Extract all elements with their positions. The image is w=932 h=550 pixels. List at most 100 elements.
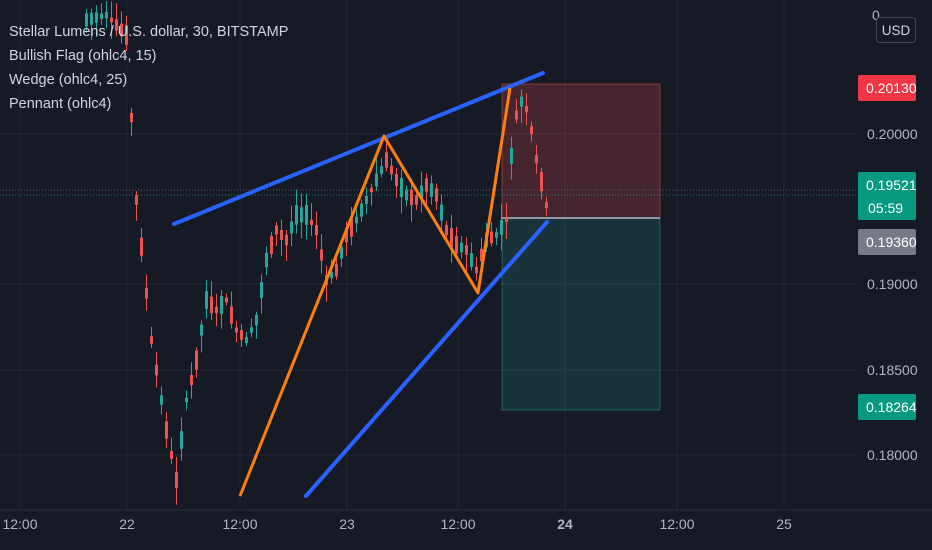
candle-body (135, 195, 138, 205)
candle-body (175, 471, 178, 489)
candle-body (425, 178, 428, 192)
candle-body (530, 126, 533, 134)
candle-body (315, 224, 318, 236)
candle-body (340, 246, 343, 259)
indicator-wedge[interactable]: Wedge (ohlc4, 25) (9, 72, 128, 88)
candle-body (410, 189, 413, 206)
candle-body (545, 201, 548, 209)
price-tick-label: 0.19000 (867, 276, 918, 292)
candle-body (270, 235, 273, 255)
candle-body (520, 96, 523, 107)
candle-body (500, 220, 503, 235)
candle-body (290, 221, 293, 234)
candle-body (450, 228, 453, 247)
candle-body (480, 248, 483, 262)
candle-body (85, 13, 88, 27)
candle-body (245, 336, 248, 344)
candle-body (210, 296, 213, 314)
candle-body (360, 203, 363, 217)
candle-body (540, 172, 543, 192)
candle-body (305, 205, 308, 225)
candle-body (350, 218, 353, 237)
candle-body (280, 229, 283, 241)
candle-body (265, 252, 268, 268)
candle-body (180, 431, 183, 449)
currency-button[interactable]: USD (876, 17, 916, 43)
candle-body (255, 314, 258, 326)
candle-body (510, 147, 513, 164)
indicator-pennant[interactable]: Pennant (ohlc4) (9, 96, 112, 112)
candle-body (145, 288, 148, 299)
candle-body (195, 350, 198, 370)
price-tick-label: 0.18000 (867, 447, 918, 463)
candle-body (385, 152, 388, 168)
candle-body (95, 12, 98, 23)
legend: Stellar Lumens / U.S. dollar, 30, BITSTA… (9, 20, 288, 116)
candle-body (295, 205, 298, 225)
candle-body (470, 253, 473, 267)
candle-body (100, 13, 103, 19)
price-tag-box (858, 172, 916, 220)
candle-body (115, 19, 118, 31)
grid (0, 0, 858, 510)
candle-body (455, 236, 458, 254)
candle-body (200, 324, 203, 336)
candle-body (435, 188, 438, 202)
candle-body (235, 327, 238, 333)
candle-body (370, 187, 373, 193)
wedge-lower-line (304, 220, 549, 498)
candle-body (220, 296, 223, 314)
candle-body (430, 183, 433, 197)
time-tick-label: 12:00 (2, 516, 37, 532)
candle-body (310, 219, 313, 226)
candle-body (160, 395, 163, 405)
candles (85, 0, 548, 505)
candle-body (165, 421, 168, 439)
price-tag-label: 0.19521 (866, 177, 917, 193)
price-tag-countdown: 05:59 (868, 200, 903, 216)
candle-body (375, 173, 378, 187)
time-tick-label: 12:00 (440, 516, 475, 532)
candle-body (190, 374, 193, 386)
pattern-lines (172, 71, 549, 498)
candle-body (110, 17, 113, 23)
candle-body (260, 282, 263, 298)
candle-body (140, 237, 143, 256)
candle-body (465, 245, 468, 255)
candle-body (445, 224, 448, 236)
candle-body (155, 364, 158, 376)
candle-body (275, 225, 278, 235)
candle-body (515, 110, 518, 120)
candle-body (185, 397, 188, 403)
candle-body (420, 185, 423, 200)
price-tag-box (858, 229, 916, 255)
price-axis[interactable]: 0 0.20000 0.19000 0.18500 0.18000 (867, 7, 918, 463)
candle-body (495, 232, 498, 238)
candle-body (90, 12, 93, 25)
time-tick-label: 24 (557, 516, 573, 532)
time-tick-label: 23 (339, 516, 355, 532)
candle-body (330, 271, 333, 279)
price-tick-label: 0.18500 (867, 362, 918, 378)
price-tag-box (858, 394, 916, 420)
price-tag-box (858, 75, 916, 101)
candle-body (400, 177, 403, 198)
time-axis[interactable]: 12:00 22 12:00 23 12:00 24 12:00 25 (0, 509, 932, 532)
indicator-bullish-flag[interactable]: Bullish Flag (ohlc4, 15) (9, 48, 157, 64)
candle-body (380, 166, 383, 174)
candle-body (230, 306, 233, 324)
candle-body (205, 291, 208, 309)
candle-body (415, 195, 418, 205)
price-tick-label-top: 0 (872, 7, 880, 23)
chart-title[interactable]: Stellar Lumens / U.S. dollar, 30, BITSTA… (9, 24, 289, 40)
candle-body (170, 451, 173, 459)
time-tick-label: 22 (119, 516, 135, 532)
candle-body (225, 297, 228, 303)
candle-body (460, 242, 463, 253)
candle-body (490, 231, 493, 244)
candle-body (250, 327, 253, 333)
candle-body (390, 165, 393, 175)
candle-body (215, 306, 218, 314)
candle-body (440, 204, 443, 221)
